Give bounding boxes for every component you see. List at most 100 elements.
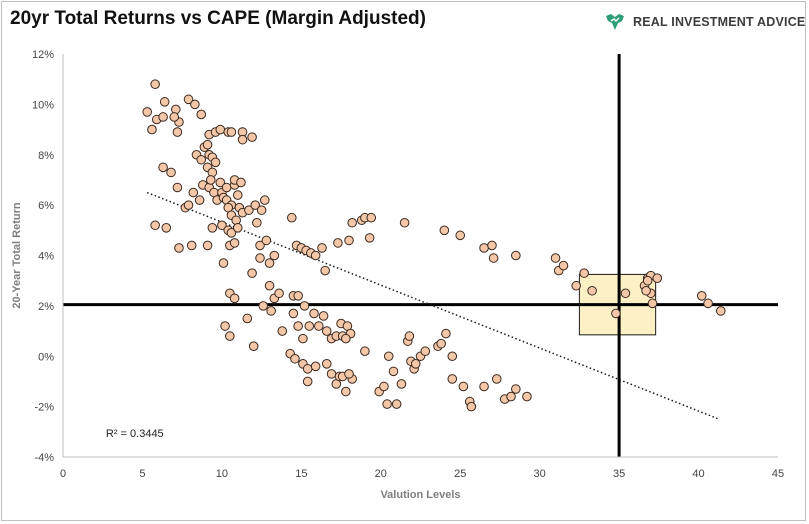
data-point <box>220 321 230 331</box>
x-tick-label: 25 <box>454 468 466 480</box>
data-point <box>466 401 477 412</box>
data-point <box>259 195 270 205</box>
data-point <box>217 220 227 231</box>
data-point <box>641 285 651 296</box>
data-point <box>326 369 337 379</box>
data-point <box>237 134 248 145</box>
data-point <box>344 235 354 246</box>
data-point <box>383 351 394 362</box>
data-point <box>652 273 663 283</box>
data-point <box>242 313 253 324</box>
x-tick-label: 20 <box>375 468 387 480</box>
trendline <box>146 191 720 420</box>
data-point <box>396 379 407 389</box>
data-point <box>264 280 275 291</box>
data-point <box>447 351 458 362</box>
data-point <box>236 177 246 188</box>
data-point <box>252 217 262 228</box>
data-point <box>293 321 303 331</box>
data-point <box>256 205 267 215</box>
y-tick-label: 2% <box>38 301 54 313</box>
data-point <box>299 301 310 311</box>
r-squared-label: R² = 0.3445 <box>106 428 164 440</box>
y-tick-label: 12% <box>32 49 54 61</box>
axis-layer <box>62 54 778 458</box>
y-tick-label: 4% <box>38 251 54 263</box>
data-point <box>221 182 232 193</box>
data-point <box>455 230 466 241</box>
data-point <box>321 359 332 369</box>
data-point <box>287 212 297 223</box>
data-point <box>611 308 621 319</box>
data-point <box>190 99 200 110</box>
data-point <box>522 391 532 402</box>
data-point <box>511 250 521 261</box>
data-point <box>298 333 308 344</box>
data-point <box>232 190 243 200</box>
trendline-layer <box>146 191 720 420</box>
x-tick-label: 0 <box>60 468 66 480</box>
data-point <box>188 187 199 198</box>
x-tick-label: 30 <box>534 468 546 480</box>
data-point <box>172 127 183 137</box>
data-point <box>410 359 421 369</box>
x-tick-label: 40 <box>692 468 704 480</box>
data-point <box>314 321 324 331</box>
y-axis-title: 20-Year Total Return <box>11 202 23 308</box>
y-tick-label: 0% <box>38 351 54 363</box>
data-point <box>317 243 327 253</box>
data-point <box>550 253 561 263</box>
data-point <box>302 364 313 374</box>
data-point <box>166 167 176 178</box>
x-axis-title: Valution Levels <box>380 489 460 501</box>
data-point <box>215 124 226 135</box>
data-point <box>571 280 582 291</box>
brand-header: REAL INVESTMENT ADVICE <box>604 12 805 32</box>
data-point <box>147 124 157 135</box>
data-point <box>420 346 431 357</box>
data-point <box>158 162 168 173</box>
data-point <box>439 225 450 236</box>
y-tick-label: 10% <box>32 99 54 111</box>
points-layer <box>142 79 726 412</box>
data-point <box>290 353 300 364</box>
data-point <box>310 250 321 261</box>
data-point <box>161 222 172 233</box>
data-point <box>194 195 205 205</box>
data-point <box>247 132 257 142</box>
data-point <box>150 220 160 231</box>
data-point <box>225 331 235 341</box>
data-point <box>647 298 658 309</box>
data-point <box>364 233 375 243</box>
data-point <box>716 306 726 316</box>
data-point <box>333 238 343 248</box>
data-point <box>158 112 168 122</box>
data-point <box>205 175 216 185</box>
data-point <box>288 308 299 319</box>
data-point <box>293 291 303 301</box>
data-point <box>229 238 240 248</box>
data-point <box>488 253 499 263</box>
data-point <box>458 381 469 392</box>
data-point <box>579 268 589 278</box>
x-tick-label: 35 <box>613 468 625 480</box>
data-point <box>266 306 276 316</box>
data-point <box>391 399 402 409</box>
data-point <box>244 205 254 215</box>
x-tick-label: 5 <box>139 468 145 480</box>
data-point <box>347 217 357 228</box>
y-tick-label: 6% <box>38 200 54 212</box>
data-point <box>341 333 351 344</box>
reference-lines-layer <box>63 54 778 457</box>
data-point <box>169 112 180 122</box>
data-point <box>258 301 269 311</box>
data-point <box>229 293 240 304</box>
data-point <box>321 326 332 336</box>
data-point <box>344 369 354 379</box>
data-point <box>196 109 207 120</box>
tick-labels-layer: 0 5 10 15 20 25 30 35 40 45 -4% -2% 0% 2% 4% 6% 8% 10% 12% <box>32 49 784 480</box>
chart-title: 20yr Total Returns vs CAPE (Margin Adjus… <box>10 8 426 29</box>
data-point <box>202 139 213 150</box>
